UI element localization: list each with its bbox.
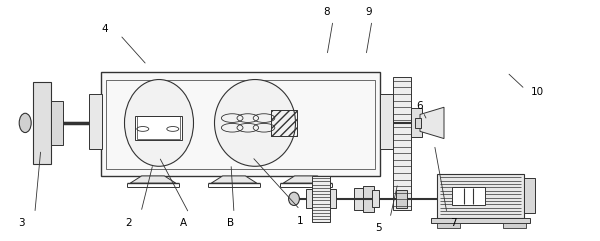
Text: 7: 7 xyxy=(449,218,457,228)
Bar xyxy=(271,110,297,136)
Text: 2: 2 xyxy=(125,218,133,228)
Bar xyxy=(431,218,530,223)
Text: 6: 6 xyxy=(416,101,424,111)
Text: 8: 8 xyxy=(323,7,331,17)
Bar xyxy=(393,77,411,210)
Bar xyxy=(89,94,102,149)
Polygon shape xyxy=(420,107,444,139)
Ellipse shape xyxy=(125,80,193,166)
Text: A: A xyxy=(179,218,187,228)
Bar xyxy=(271,110,297,136)
Bar xyxy=(51,101,63,145)
Bar xyxy=(354,188,365,210)
Polygon shape xyxy=(283,176,329,183)
Bar xyxy=(106,80,375,169)
Bar xyxy=(380,94,393,149)
Ellipse shape xyxy=(289,192,299,205)
Bar xyxy=(101,72,380,176)
Bar xyxy=(306,189,312,208)
Text: 4: 4 xyxy=(101,24,109,34)
Bar xyxy=(363,186,374,212)
Bar xyxy=(503,223,526,228)
Text: 10: 10 xyxy=(530,87,544,97)
Bar xyxy=(437,174,524,218)
Polygon shape xyxy=(211,176,257,183)
Bar xyxy=(312,176,330,222)
Text: 1: 1 xyxy=(296,215,304,226)
Bar xyxy=(137,116,180,139)
Ellipse shape xyxy=(215,80,296,166)
Bar xyxy=(396,190,407,208)
Bar xyxy=(437,223,460,228)
Bar xyxy=(411,108,422,137)
Text: 9: 9 xyxy=(365,7,373,17)
Text: B: B xyxy=(227,218,235,228)
Text: 3: 3 xyxy=(17,218,25,228)
Bar xyxy=(415,118,421,128)
Bar xyxy=(135,116,182,140)
Ellipse shape xyxy=(19,113,31,133)
Bar xyxy=(452,187,485,205)
Bar xyxy=(524,178,535,213)
Polygon shape xyxy=(130,176,176,183)
Text: 5: 5 xyxy=(374,223,382,233)
Bar xyxy=(33,82,51,164)
Bar xyxy=(372,190,379,207)
Bar xyxy=(330,189,336,208)
